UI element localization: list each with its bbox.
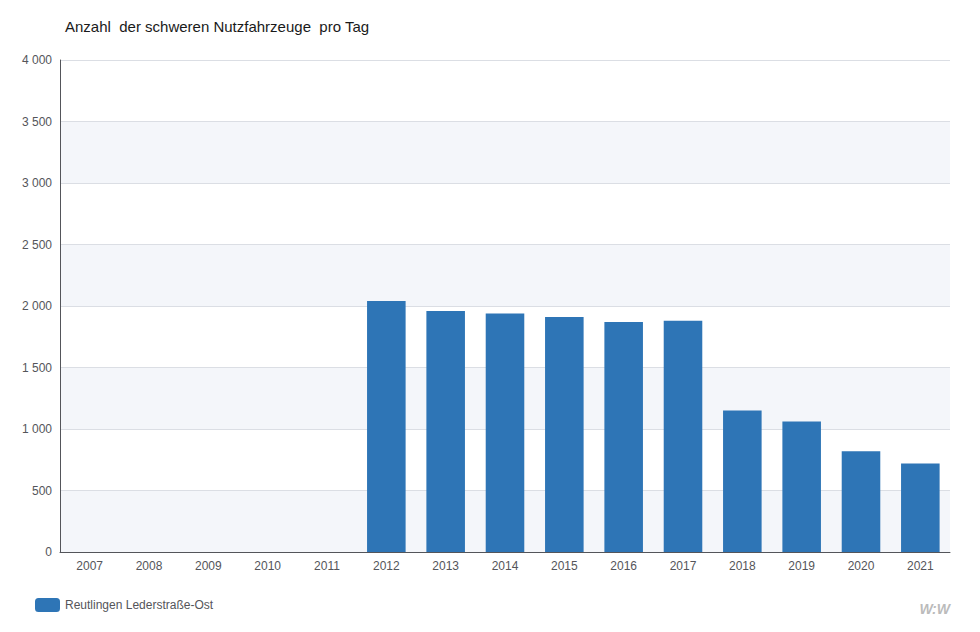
svg-text:2012: 2012	[373, 559, 400, 573]
svg-text:2013: 2013	[432, 559, 459, 573]
svg-text:2007: 2007	[76, 559, 103, 573]
svg-text:2021: 2021	[907, 559, 934, 573]
svg-text:3 000: 3 000	[22, 176, 52, 190]
svg-text:2014: 2014	[492, 559, 519, 573]
svg-text:2020: 2020	[848, 559, 875, 573]
svg-text:2010: 2010	[254, 559, 281, 573]
svg-text:2008: 2008	[136, 559, 163, 573]
svg-text:2019: 2019	[788, 559, 815, 573]
svg-text:4 000: 4 000	[22, 53, 52, 67]
svg-text:W:W: W:W	[919, 601, 951, 617]
svg-text:2015: 2015	[551, 559, 578, 573]
svg-text:2018: 2018	[729, 559, 756, 573]
svg-text:500: 500	[32, 484, 52, 498]
svg-text:2016: 2016	[610, 559, 637, 573]
svg-text:1 000: 1 000	[22, 422, 52, 436]
svg-text:Reutlingen Lederstraße-Ost: Reutlingen Lederstraße-Ost	[65, 598, 214, 612]
svg-text:3 500: 3 500	[22, 115, 52, 129]
svg-text:2 000: 2 000	[22, 299, 52, 313]
svg-text:2011: 2011	[314, 559, 340, 573]
svg-text:0: 0	[45, 545, 52, 559]
svg-text:2017: 2017	[670, 559, 697, 573]
svg-text:1 500: 1 500	[22, 361, 52, 375]
svg-text:Anzahl der schweren Nutzfahrz: Anzahl der schweren Nutzfahrzeuge pro Ta…	[65, 18, 369, 35]
svg-text:2009: 2009	[195, 559, 222, 573]
svg-text:2 500: 2 500	[22, 238, 52, 252]
